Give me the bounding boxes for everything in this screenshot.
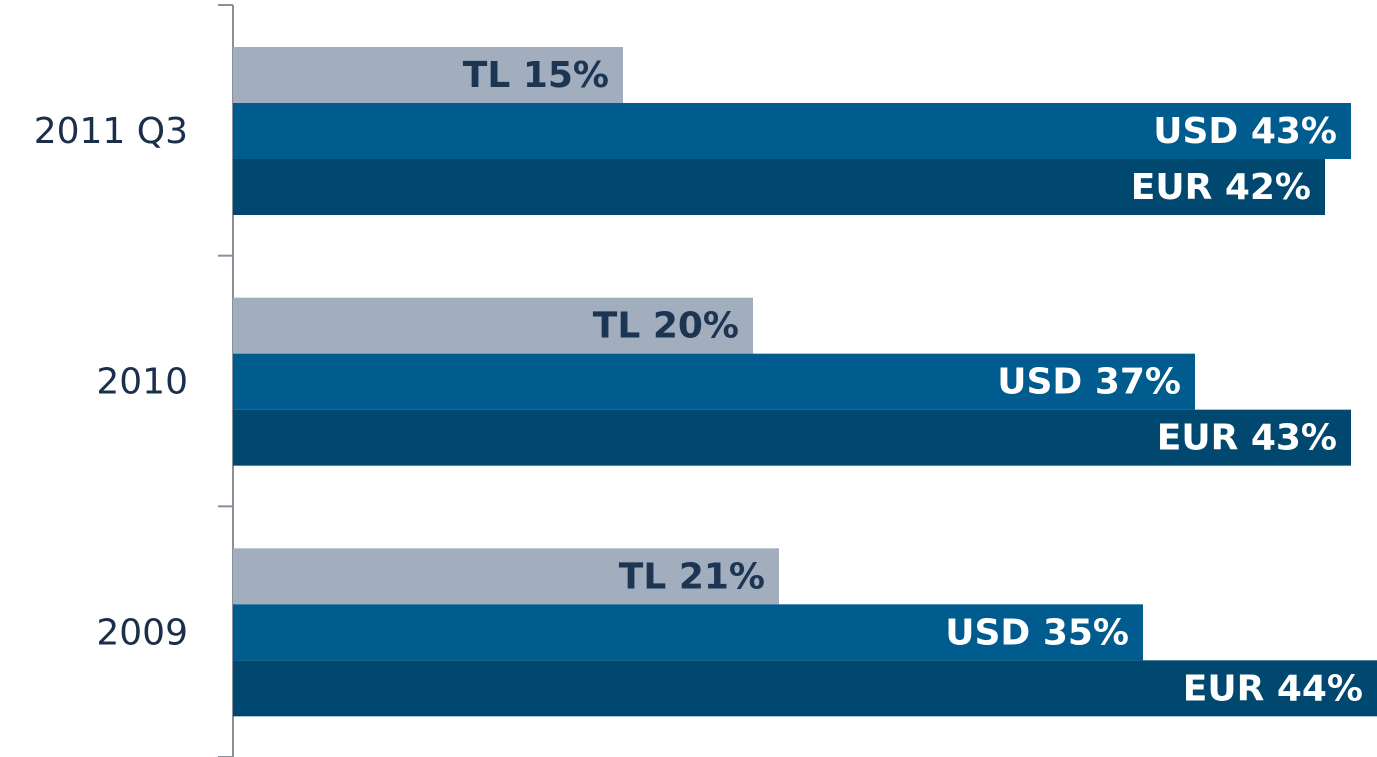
bar (233, 604, 1143, 661)
value-label: USD 35% (945, 612, 1129, 653)
value-label: EUR 42% (1131, 167, 1311, 208)
value-label: EUR 44% (1183, 668, 1363, 709)
value-label: USD 37% (997, 362, 1181, 403)
value-label: TL 15% (463, 55, 609, 96)
category-label: 2009 (96, 612, 188, 653)
value-label: TL 20% (593, 306, 739, 347)
bar (233, 159, 1325, 215)
value-label: USD 43% (1153, 111, 1337, 152)
bar (233, 409, 1351, 466)
value-label: TL 21% (619, 556, 765, 597)
bar (233, 548, 779, 605)
category-label: 2010 (96, 362, 188, 403)
category-label: 2011 Q3 (34, 111, 188, 152)
bar (233, 103, 1351, 159)
bar (233, 660, 1377, 717)
bar (233, 297, 753, 354)
bar (233, 353, 1195, 410)
value-label: EUR 43% (1157, 418, 1337, 459)
bar (233, 47, 623, 103)
